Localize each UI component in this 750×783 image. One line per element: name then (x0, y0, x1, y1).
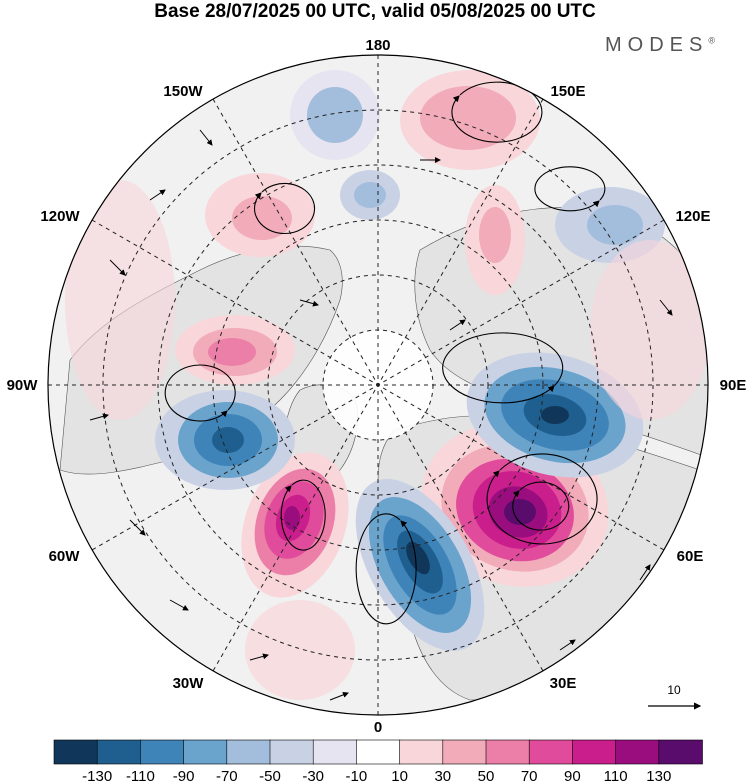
registered-mark: ® (708, 35, 715, 46)
colorbar-tick-label: -110 (126, 768, 155, 783)
lon-label-120w: 120W (40, 208, 80, 225)
anomaly-field (65, 70, 708, 700)
anomaly-60e-high (421, 423, 609, 587)
lon-label-60e: 60E (677, 548, 704, 565)
map-border (47, 54, 709, 716)
colorbar-tick-label: 130 (646, 768, 671, 783)
colorbar-tick-label: 90 (564, 768, 581, 783)
colorbar-tick-label: 70 (521, 768, 538, 783)
colorbar-swatch (53, 739, 99, 765)
colorbar-tick-label: 110 (604, 768, 628, 783)
longitude-labels: 180 150W 150E 120W 120E 90W 90E 60W 60E … (7, 37, 747, 736)
streamline-60e-inner (512, 481, 570, 531)
modes-logo: MODES® (605, 34, 715, 57)
colorbar-swatch (485, 739, 531, 765)
colorbar-swatch (183, 739, 228, 765)
anomaly-145e-high (400, 70, 540, 170)
lon-label-150e: 150E (550, 83, 585, 100)
colorbar-swatch (528, 739, 574, 765)
streamline-145e (451, 81, 543, 143)
anomaly-100w-high (175, 315, 295, 385)
streamline-120e (534, 166, 606, 212)
colorbar-tick-label: -90 (173, 768, 195, 783)
anomaly-55w-high (241, 452, 349, 598)
anomaly-weak-south (245, 600, 355, 700)
anomaly-20e-low (355, 479, 485, 651)
graticule (48, 55, 708, 715)
streamline-75w (164, 364, 236, 422)
map-title: Base 28/07/2025 00 UTC, valid 05/08/2025… (154, 1, 596, 22)
colorbar-tick-label: -130 (82, 768, 112, 783)
streamline-60e (486, 453, 598, 545)
anomaly-90e-low (466, 352, 644, 478)
streamline-135w (254, 182, 316, 235)
reference-vector: 10 (648, 683, 702, 710)
anomaly-170w-low (290, 70, 380, 160)
colorbar-swatch (356, 739, 401, 765)
anomaly-160e-high (465, 185, 525, 295)
colorbar-swatch (399, 739, 444, 765)
lon-label-30e: 30E (550, 675, 577, 692)
colorbar-swatch (615, 739, 660, 765)
colorbar-swatch (442, 739, 487, 765)
lon-label-30w: 30W (173, 675, 205, 692)
anomaly-weak-west (65, 180, 175, 420)
colorbar-swatch (96, 739, 142, 765)
reference-vector-label: 10 (667, 683, 681, 697)
streamline-20e (355, 513, 417, 625)
lon-label-150w: 150W (163, 83, 203, 100)
colorbar-swatch (226, 739, 271, 765)
lon-label-0: 0 (374, 719, 382, 736)
colorbar-swatch (572, 739, 617, 765)
colorbar: -130 -110 -90 -70 -50 -30 -10 10 30 50 70 90 110 130 (53, 739, 703, 783)
anomaly-weak-east (590, 240, 708, 420)
colorbar-swatch (140, 739, 185, 765)
anomaly-135w-high (205, 173, 315, 257)
anomaly-75w-low (155, 390, 295, 490)
colorbar-swatch (312, 739, 358, 765)
streamline-90e (442, 332, 564, 404)
colorbar-tick-label: -70 (216, 768, 238, 783)
lon-label-90e: 90E (720, 377, 747, 394)
colorbar-tick-label: 30 (434, 768, 451, 783)
lon-label-120e: 120E (675, 208, 710, 225)
anomaly-175e-low (340, 170, 400, 220)
wind-vectors (164, 81, 606, 625)
colorbar-tick-label: -30 (302, 768, 324, 783)
lon-label-60w: 60W (49, 548, 81, 565)
polar-map (48, 55, 708, 715)
brand-text: MODES (605, 34, 709, 56)
colorbar-tick-label: 10 (391, 768, 408, 783)
streamline-55w (280, 479, 326, 551)
colorbar-tick-label: 50 (478, 768, 495, 783)
lon-label-90w: 90W (7, 377, 39, 394)
colorbar-swatches (53, 739, 703, 765)
lon-label-180: 180 (365, 37, 390, 54)
colorbar-tick-label: -10 (346, 768, 368, 783)
colorbar-swatch (658, 739, 703, 765)
colorbar-tick-label: -50 (259, 768, 281, 783)
colorbar-tick-labels: -130 -110 -90 -70 -50 -30 -10 10 30 50 70 90 110 130 (82, 768, 671, 783)
colorbar-swatch (269, 739, 315, 765)
